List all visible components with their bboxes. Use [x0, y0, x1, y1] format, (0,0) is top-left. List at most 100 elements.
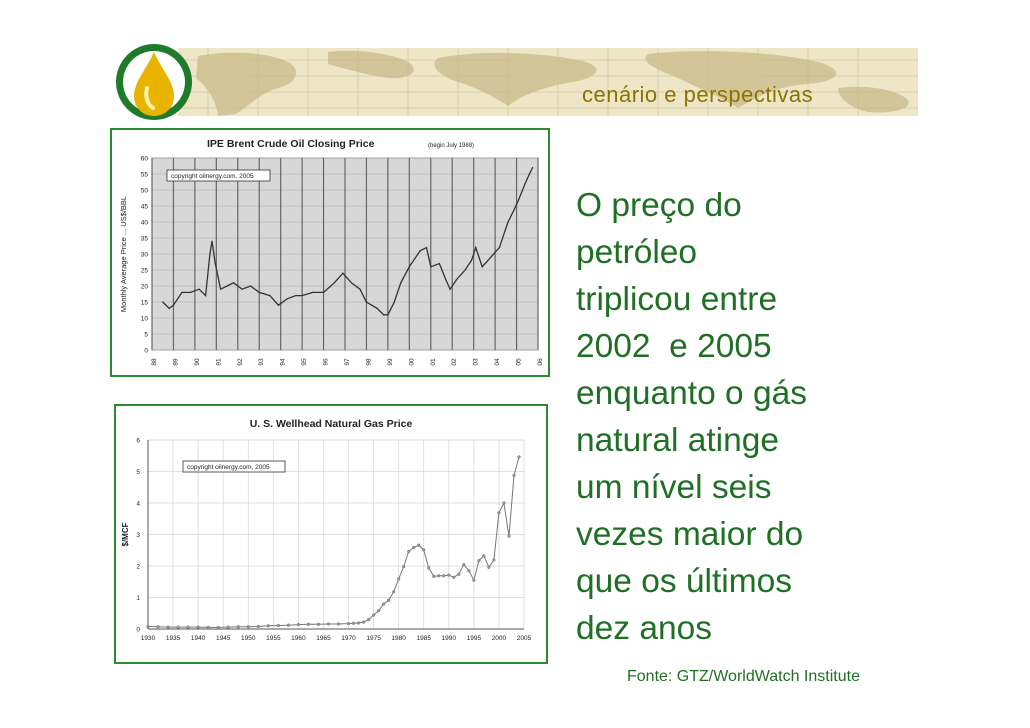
- y-tick-label: 55: [141, 172, 149, 179]
- data-point: [400, 282, 402, 284]
- statement-line: triplicou entre: [576, 281, 778, 318]
- data-point: [412, 545, 416, 549]
- data-point: [336, 622, 341, 626]
- data-point: [475, 247, 477, 249]
- y-tick-label: 45: [141, 204, 149, 211]
- data-point: [457, 572, 461, 576]
- annotation-box: [166, 169, 271, 182]
- data-point: [181, 291, 183, 293]
- chart-title: U. S. Wellhead Natural Gas Price: [250, 418, 413, 430]
- data-point: [206, 625, 210, 629]
- data-point: [482, 554, 486, 558]
- data-point: [277, 304, 280, 306]
- x-tick-label: 90: [194, 358, 201, 366]
- data-point: [387, 598, 391, 602]
- x-tick-label: 1975: [366, 635, 381, 642]
- data-point: [312, 291, 314, 293]
- x-tick-label: 92: [237, 358, 244, 366]
- data-point: [190, 291, 192, 293]
- x-tick-label: 05: [516, 358, 523, 366]
- data-point: [417, 543, 421, 547]
- y-tick-label: 5: [144, 332, 148, 339]
- world-map-banner: [178, 48, 918, 116]
- x-tick-label: 1940: [191, 635, 206, 642]
- data-point: [472, 578, 476, 582]
- annotation: copyright oilnergy.com, 2005: [187, 464, 270, 471]
- data-point: [346, 622, 351, 626]
- data-point: [481, 266, 483, 268]
- annotation-box: [182, 460, 286, 473]
- data-point: [382, 602, 386, 606]
- statement-line: vezes maior do: [576, 516, 804, 553]
- data-point: [492, 558, 496, 562]
- data-point: [168, 307, 170, 309]
- oil-drop-icon: [116, 44, 192, 120]
- x-tick-label: 95: [301, 358, 308, 366]
- y-tick-label: 5: [136, 469, 140, 476]
- y-tick-label: 3: [136, 532, 140, 539]
- data-point: [437, 574, 441, 578]
- data-point: [447, 573, 451, 577]
- statement-line: natural atinge: [576, 422, 780, 459]
- x-tick-label: 97: [344, 358, 351, 366]
- data-point: [502, 501, 506, 505]
- y-tick-label: 6: [136, 438, 140, 445]
- x-tick-label: 93: [258, 358, 265, 366]
- y-tick-label: 20: [141, 284, 149, 291]
- y-tick-label: 2: [136, 564, 140, 571]
- data-point: [301, 295, 303, 297]
- data-point: [517, 455, 521, 459]
- statement-line: um nível seis: [576, 469, 772, 506]
- statement-line: enquanto o gás: [576, 375, 807, 412]
- data-point: [425, 247, 428, 249]
- data-point: [286, 623, 290, 627]
- oil-price-chart: 0 5 10 15 20 25 30 35 40 45 50 55 60 88 89 90 91 92 93 94 95…: [110, 128, 550, 377]
- data-point: [214, 263, 216, 265]
- data-point: [490, 256, 492, 258]
- y-tick-label: 0: [136, 627, 140, 634]
- data-point: [462, 563, 466, 567]
- y-axis-label: $/MCF: [121, 522, 130, 546]
- y-tick-label: 25: [141, 268, 149, 275]
- chart-title: IPE Brent Crude Oil Closing Price: [207, 138, 375, 150]
- x-tick-label: 1935: [166, 635, 181, 642]
- data-point: [507, 534, 511, 538]
- data-point: [387, 314, 389, 316]
- data-point: [276, 623, 280, 628]
- y-tick-label: 15: [141, 300, 149, 307]
- data-point: [216, 625, 220, 629]
- data-point: [146, 624, 150, 629]
- data-point: [470, 259, 473, 261]
- data-point: [156, 625, 160, 629]
- data-point: [220, 288, 222, 290]
- data-point: [392, 590, 396, 594]
- data-point: [351, 621, 356, 625]
- data-point: [236, 625, 240, 629]
- data-point: [449, 288, 451, 290]
- x-tick-label: 1970: [341, 635, 356, 642]
- x-tick-label: 1950: [241, 635, 256, 642]
- data-point: [383, 314, 385, 316]
- data-point: [246, 625, 250, 629]
- data-point: [498, 247, 500, 249]
- data-point: [432, 574, 436, 578]
- data-point: [186, 625, 190, 629]
- x-tick-label: 1965: [316, 635, 331, 642]
- source-note: Fonte: GTZ/WorldWatch Institute: [627, 668, 860, 685]
- statement-line: que os últimos: [576, 563, 792, 600]
- chart-subtitle: (begin July 1988): [428, 143, 474, 149]
- main-statement: O preço do petróleo triplicou entre 2002…: [576, 182, 876, 652]
- data-point: [438, 263, 440, 265]
- data-point: [365, 301, 367, 303]
- data-point: [306, 622, 310, 626]
- data-point: [419, 250, 421, 252]
- x-tick-label: 04: [494, 358, 501, 366]
- data-point: [362, 620, 366, 624]
- data-point: [422, 548, 426, 552]
- data-point: [372, 613, 376, 617]
- data-point: [211, 240, 213, 242]
- y-tick-label: 60: [141, 156, 149, 163]
- data-point: [266, 624, 270, 628]
- statement-line: petróleo: [576, 234, 698, 271]
